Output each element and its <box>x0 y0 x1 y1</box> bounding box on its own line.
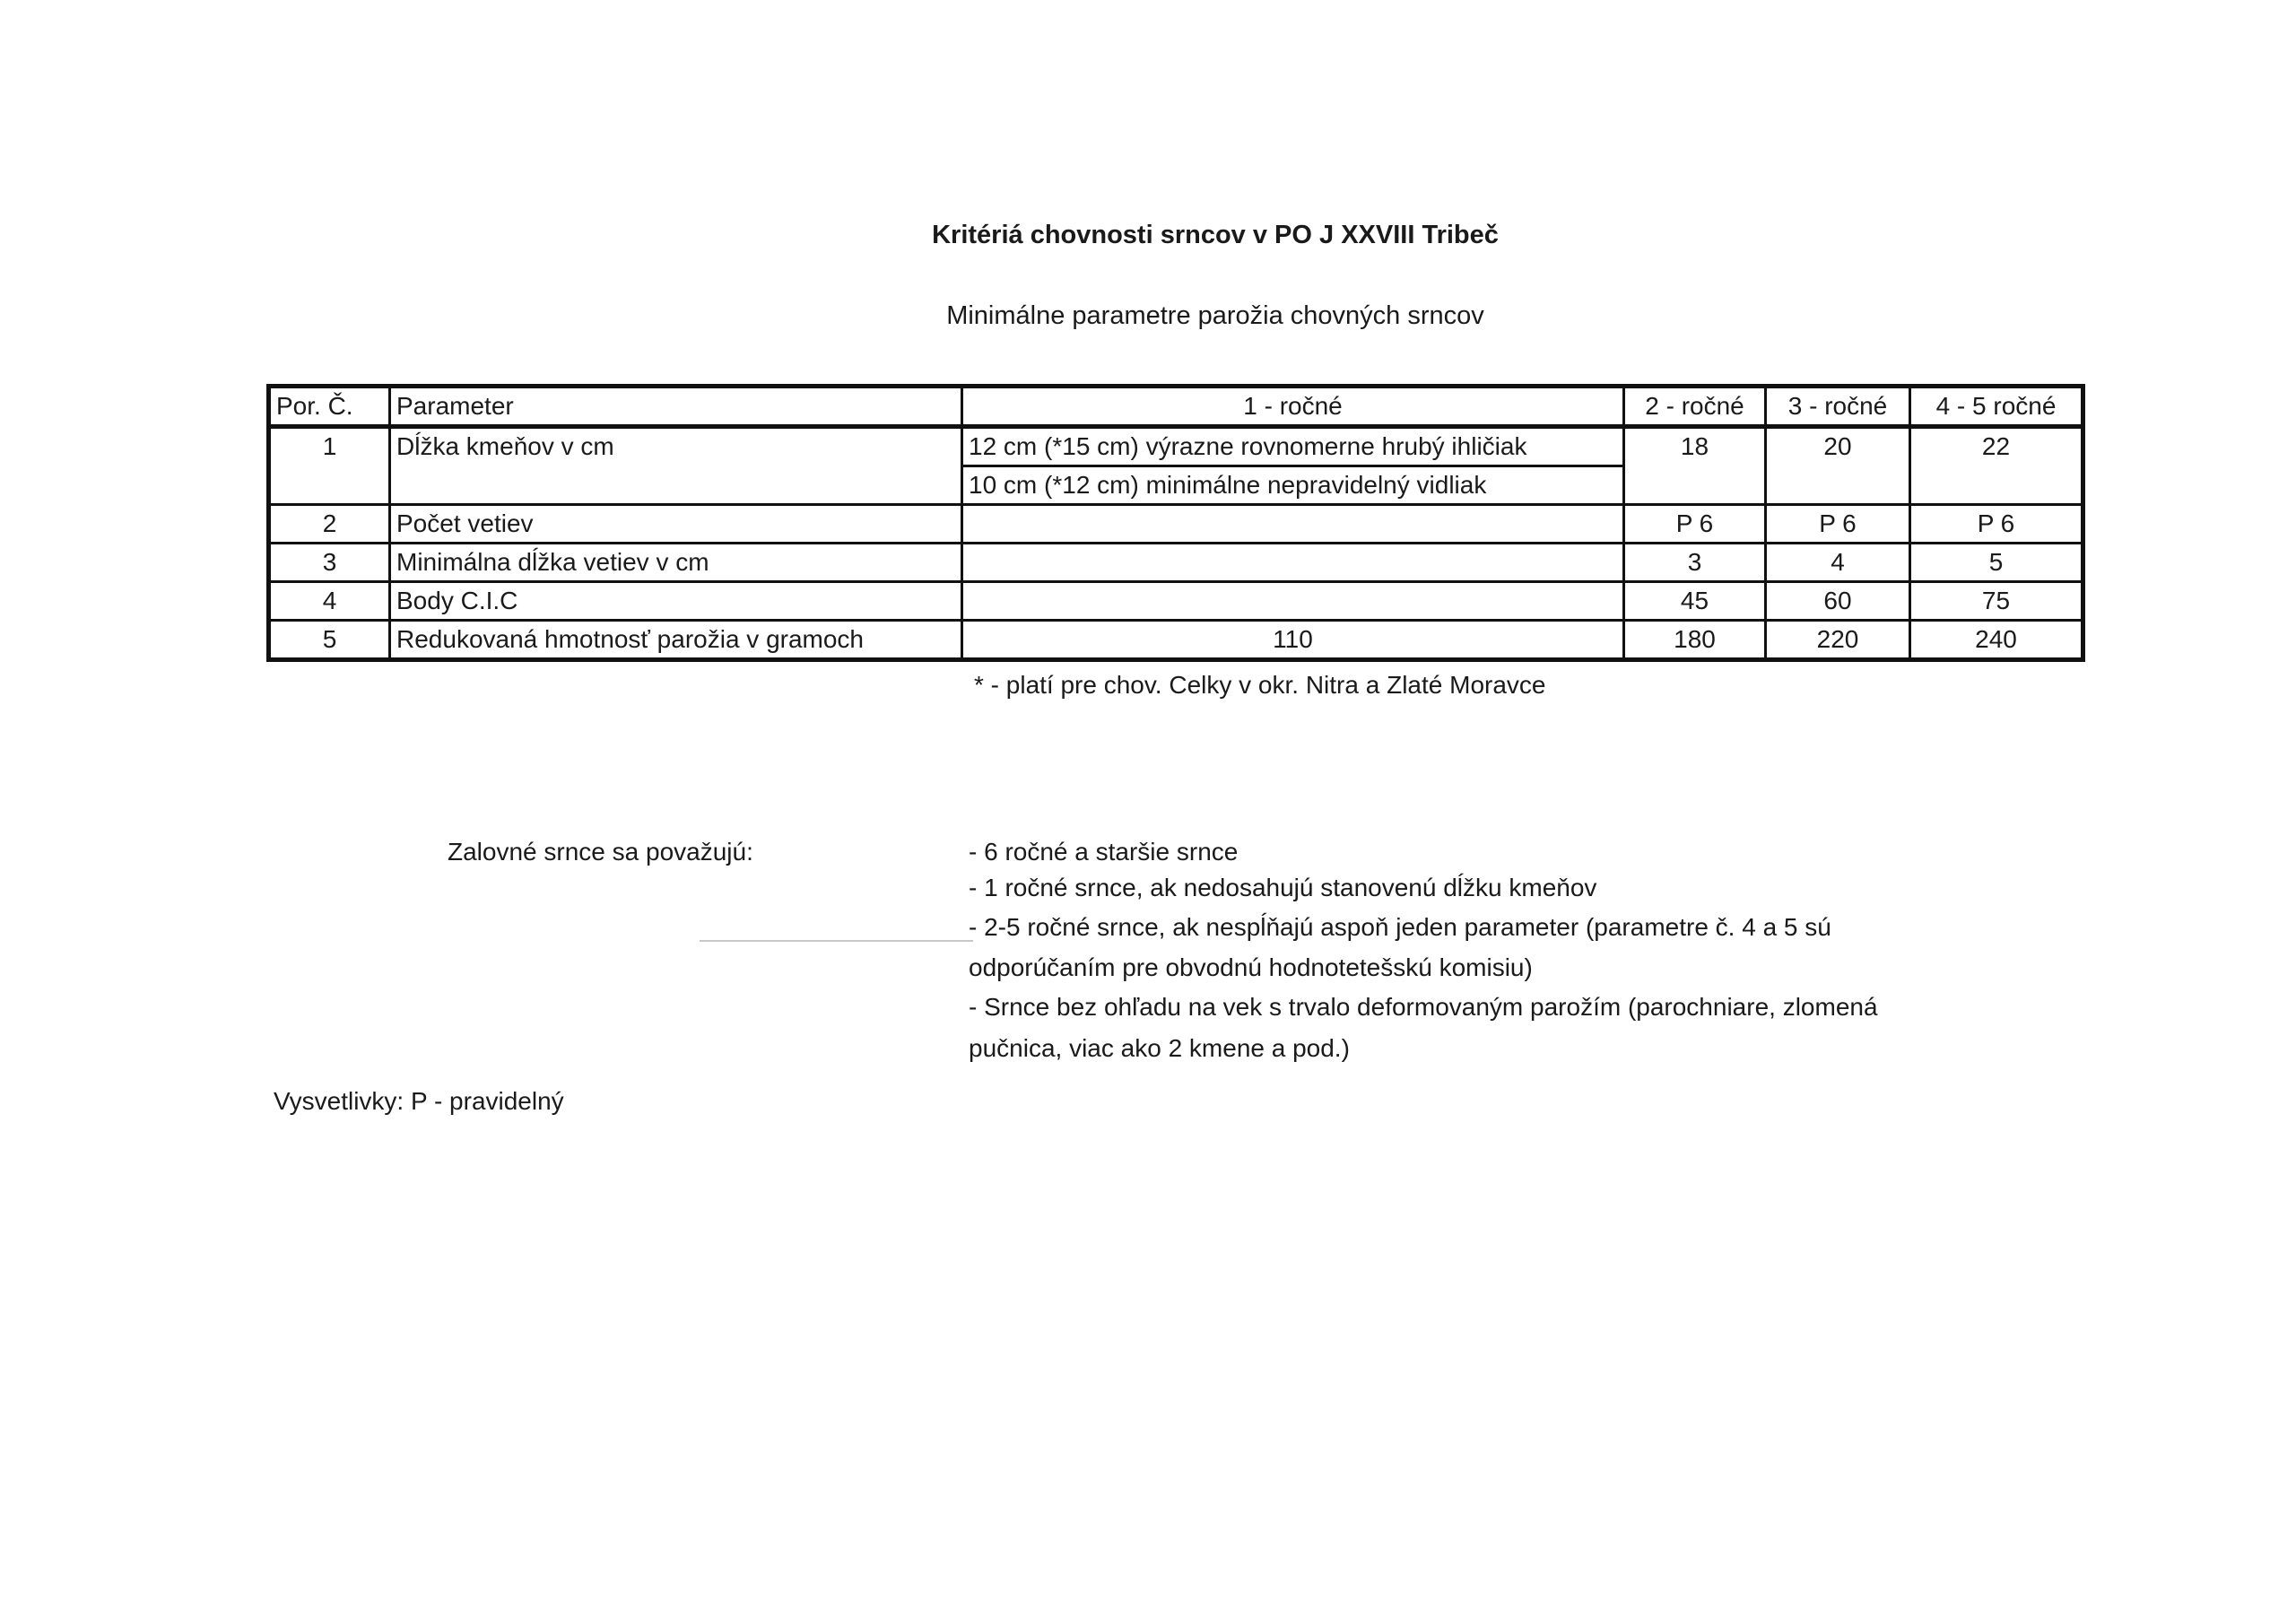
culling-item: - 2-5 ročné srnce, ak nespĺňajú aspoň je… <box>969 913 1831 941</box>
row-parameter: Dĺžka kmeňov v cm <box>388 425 963 506</box>
row-value-1yr <box>961 580 1625 622</box>
row-value-2yr: 3 <box>1622 542 1767 583</box>
row-value-1yr <box>961 503 1625 544</box>
row-value-4-5yr: 5 <box>1909 542 2084 583</box>
row-value-4-5yr: 22 <box>1909 425 2084 506</box>
header-cell: 4 - 5 ročné <box>1909 385 2084 429</box>
table-row: 2 Počet vetiev P 6 P 6 P 6 <box>267 503 2084 544</box>
table-row-sub: 10 cm (*12 cm) minimálne nepravidelný vi… <box>269 465 2083 506</box>
row-parameter: Redukovaná hmotnosť parožia v gramoch <box>388 619 963 661</box>
row-number: 4 <box>267 580 391 622</box>
header-cell: Parameter <box>388 385 963 429</box>
table-header-row: Por. Č. Parameter 1 - ročné 2 - ročné 3 … <box>267 385 2084 429</box>
header-cell: Por. Č. <box>267 385 391 429</box>
culling-item: - Srnce bez ohľadu na vek s trvalo defor… <box>969 993 1878 1021</box>
row-number: 1 <box>267 425 391 506</box>
row-value-2yr: 180 <box>1622 619 1767 661</box>
row-parameter: Body C.I.C <box>388 580 963 622</box>
row-number: 3 <box>267 542 391 583</box>
table-row: 5 Redukovaná hmotnosť parožia v gramoch … <box>267 619 2084 661</box>
culling-item-continuation: pučnica, viac ako 2 kmene a pod.) <box>969 1034 1350 1062</box>
criteria-table: Por. Č. Parameter 1 - ročné 2 - ročné 3 … <box>266 384 2085 662</box>
row-value-3yr: 60 <box>1764 580 1911 622</box>
row-number: 2 <box>267 503 391 544</box>
legend-note: Vysvetlivky: P - pravidelný <box>274 1087 564 1115</box>
row-parameter: Minimálna dĺžka vetiev v cm <box>388 542 963 583</box>
culling-item: - 6 ročné a staršie srnce <box>969 838 1239 866</box>
row-number: 5 <box>267 619 391 661</box>
table-row: 1 Dĺžka kmeňov v cm 12 cm (*15 cm) výraz… <box>267 425 2084 506</box>
culling-item: - 1 ročné srnce, ak nedosahujú stanovenú… <box>969 874 1597 901</box>
header-cell: 3 - ročné <box>1764 385 1911 429</box>
row-value-2yr: P 6 <box>1622 503 1767 544</box>
row-value-1yr <box>961 542 1625 583</box>
row-value-3yr: P 6 <box>1764 503 1911 544</box>
table-row: 4 Body C.I.C 45 60 75 <box>267 580 2084 622</box>
row-value-1yr: 110 <box>961 619 1625 661</box>
row-value-2yr: 45 <box>1622 580 1767 622</box>
row-value-2yr: 18 <box>1622 425 1767 506</box>
row-value-1yr: 10 cm (*12 cm) minimálne nepravidelný vi… <box>961 465 1625 506</box>
table-row: 3 Minimálna dĺžka vetiev v cm 3 4 5 <box>267 542 2084 583</box>
row-value-4-5yr: 75 <box>1909 580 2084 622</box>
row-value-1yr: 12 cm (*15 cm) výrazne rovnomerne hrubý … <box>961 425 1625 467</box>
row-value-3yr: 20 <box>1764 425 1911 506</box>
row-value-3yr: 220 <box>1764 619 1911 661</box>
row-value-4-5yr: 240 <box>1909 619 2084 661</box>
row-parameter: Počet vetiev <box>388 503 963 544</box>
document-subtitle: Minimálne parametre parožia chovných srn… <box>946 301 1484 330</box>
table-footnote: * - platí pre chov. Celky v okr. Nitra a… <box>974 671 1546 699</box>
scan-artifact-line <box>700 940 973 942</box>
row-value-4-5yr: P 6 <box>1909 503 2084 544</box>
culling-label: Zalovné srnce sa považujú: <box>448 838 753 866</box>
header-cell: 1 - ročné <box>961 385 1625 429</box>
row-value-3yr: 4 <box>1764 542 1911 583</box>
header-cell: 2 - ročné <box>1622 385 1767 429</box>
culling-item-continuation: odporúčaním pre obvodnú hodnotetešskú ko… <box>969 953 1533 981</box>
document-title: Kritériá chovnosti srncov v PO J XXVIII … <box>932 221 1499 249</box>
